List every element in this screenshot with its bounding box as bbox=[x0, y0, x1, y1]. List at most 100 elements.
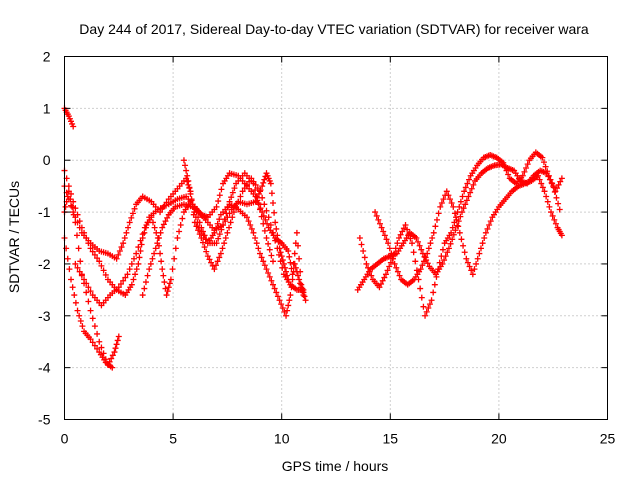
data-point bbox=[455, 223, 462, 230]
data-point bbox=[387, 259, 394, 266]
data-point bbox=[89, 315, 96, 322]
data-point bbox=[243, 214, 250, 221]
data-point bbox=[185, 177, 192, 184]
data-point bbox=[206, 256, 213, 263]
data-point bbox=[120, 240, 127, 247]
data-point bbox=[227, 219, 234, 226]
data-point bbox=[503, 167, 510, 174]
data-point bbox=[94, 330, 101, 337]
data-point bbox=[441, 257, 448, 264]
data-point bbox=[137, 247, 144, 254]
data-point bbox=[366, 268, 373, 275]
data-point bbox=[162, 218, 169, 225]
data-point bbox=[286, 253, 293, 260]
data-point bbox=[117, 281, 124, 288]
data-point bbox=[386, 263, 393, 270]
data-point bbox=[139, 292, 146, 299]
data-point bbox=[448, 199, 455, 206]
data-point bbox=[394, 268, 401, 275]
data-point bbox=[464, 259, 471, 266]
data-point bbox=[438, 253, 445, 260]
data-point bbox=[267, 180, 274, 187]
data-point bbox=[557, 178, 564, 185]
data-point bbox=[196, 224, 203, 231]
data-point bbox=[273, 225, 280, 232]
y-tick-label: -4 bbox=[38, 360, 51, 376]
data-point bbox=[260, 212, 267, 219]
data-point bbox=[91, 251, 98, 258]
x-axis-title: GPS time / hours bbox=[282, 458, 389, 474]
series-track-c bbox=[61, 235, 116, 371]
data-point bbox=[464, 180, 471, 187]
y-tick-label: -1 bbox=[38, 204, 51, 220]
data-point bbox=[177, 222, 184, 229]
data-point bbox=[410, 249, 417, 256]
data-point bbox=[125, 224, 132, 231]
data-point bbox=[126, 266, 133, 273]
data-point bbox=[255, 190, 262, 197]
data-point bbox=[193, 223, 200, 230]
data-point bbox=[262, 216, 269, 223]
data-point bbox=[257, 205, 264, 212]
data-point bbox=[541, 188, 548, 195]
data-point bbox=[427, 240, 434, 247]
data-point bbox=[291, 250, 298, 257]
data-point bbox=[555, 200, 562, 207]
data-point bbox=[474, 255, 481, 262]
data-point bbox=[274, 293, 281, 300]
data-point bbox=[454, 209, 461, 216]
data-point bbox=[161, 279, 168, 286]
data-point bbox=[447, 196, 454, 203]
data-point bbox=[131, 205, 138, 212]
data-point bbox=[462, 201, 469, 208]
data-point bbox=[544, 198, 551, 205]
data-point bbox=[536, 176, 543, 183]
data-point bbox=[284, 272, 291, 279]
data-point bbox=[301, 293, 308, 300]
data-point bbox=[113, 255, 120, 262]
data-point bbox=[100, 267, 107, 274]
data-point bbox=[268, 252, 275, 259]
data-point bbox=[466, 176, 473, 183]
data-point bbox=[435, 210, 442, 217]
data-point bbox=[373, 212, 380, 219]
x-tick-label: 15 bbox=[383, 431, 399, 447]
data-point bbox=[283, 268, 290, 275]
data-point bbox=[417, 266, 424, 273]
data-point bbox=[83, 289, 90, 296]
data-point bbox=[461, 188, 468, 195]
data-point bbox=[473, 260, 480, 267]
data-point bbox=[148, 214, 155, 221]
data-point bbox=[144, 272, 151, 279]
data-point bbox=[171, 255, 178, 262]
data-point bbox=[545, 172, 552, 179]
data-point bbox=[279, 257, 286, 264]
data-point bbox=[237, 193, 244, 200]
data-point bbox=[449, 236, 456, 243]
data-point bbox=[154, 240, 161, 247]
data-point bbox=[445, 245, 452, 252]
data-point bbox=[202, 236, 209, 243]
data-point bbox=[167, 276, 174, 283]
data-point bbox=[375, 216, 382, 223]
data-point bbox=[553, 194, 560, 201]
data-point bbox=[116, 247, 123, 254]
data-point bbox=[200, 232, 207, 239]
data-point bbox=[468, 267, 475, 274]
data-point bbox=[435, 266, 442, 273]
data-point bbox=[64, 255, 71, 262]
data-point bbox=[400, 225, 407, 232]
data-point bbox=[188, 197, 195, 204]
data-point bbox=[461, 249, 468, 256]
data-point bbox=[208, 259, 215, 266]
data-point bbox=[456, 203, 463, 210]
data-point bbox=[151, 224, 158, 231]
data-point bbox=[169, 266, 176, 273]
data-point bbox=[296, 276, 303, 283]
data-point bbox=[433, 273, 440, 280]
data-point bbox=[542, 163, 549, 170]
data-point bbox=[361, 254, 368, 261]
data-point bbox=[100, 350, 107, 357]
data-point bbox=[476, 250, 483, 257]
data-point bbox=[163, 199, 170, 206]
